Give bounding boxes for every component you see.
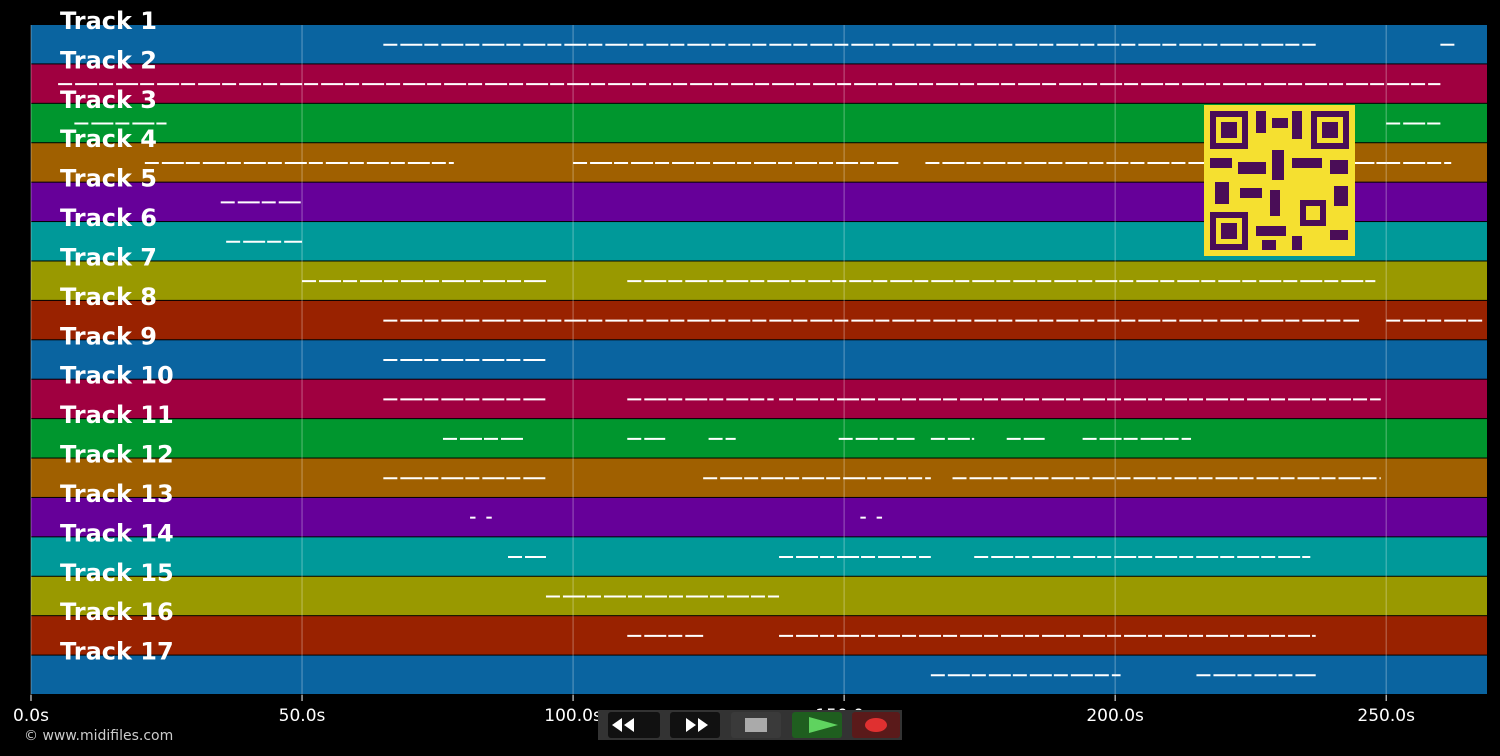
track-lane xyxy=(31,616,1487,655)
credit: © www.midifiles.com xyxy=(24,728,173,744)
x-tick-label: 50.0s xyxy=(279,706,326,726)
track-label: Track 6 xyxy=(60,204,157,232)
track-label: Track 17 xyxy=(60,638,174,666)
x-tick-label: 100.0s xyxy=(544,706,602,726)
x-tick-label: 250.0s xyxy=(1357,706,1415,726)
rewind-button[interactable] xyxy=(608,712,660,738)
track-label: Track 8 xyxy=(60,283,157,311)
transport-controls xyxy=(598,710,902,740)
track-lane xyxy=(31,419,1487,458)
x-tick-label: 0.0s xyxy=(13,706,49,726)
track-label: Track 14 xyxy=(60,519,174,547)
track-label: Track 3 xyxy=(60,86,157,114)
play-button[interactable] xyxy=(792,712,842,738)
track-label: Track 2 xyxy=(60,46,157,74)
track-label: Track 1 xyxy=(60,7,157,35)
track-label: Track 10 xyxy=(60,362,174,390)
grid xyxy=(30,25,1387,695)
track-lane xyxy=(31,497,1487,537)
record-button[interactable] xyxy=(852,712,900,738)
track-label: Track 11 xyxy=(60,401,174,429)
notes: Track 1 Track 2 Track 3 Track 4 Track 5 Track… xyxy=(58,7,1484,677)
track-label: Track 13 xyxy=(60,480,174,508)
track-label: Track 9 xyxy=(60,322,157,350)
track-label: Track 16 xyxy=(60,598,174,626)
qr-code xyxy=(1204,105,1355,256)
track-label: Track 15 xyxy=(60,559,174,587)
fast-forward-button[interactable] xyxy=(670,712,720,738)
x-tick-label: 200.0s xyxy=(1086,706,1144,726)
track-lane xyxy=(31,340,1487,379)
track-label: Track 5 xyxy=(60,165,157,193)
track-label: Track 4 xyxy=(60,125,157,153)
track-label: Track 12 xyxy=(60,441,174,469)
stop-button[interactable] xyxy=(731,712,781,738)
track-label: Track 7 xyxy=(60,243,157,271)
